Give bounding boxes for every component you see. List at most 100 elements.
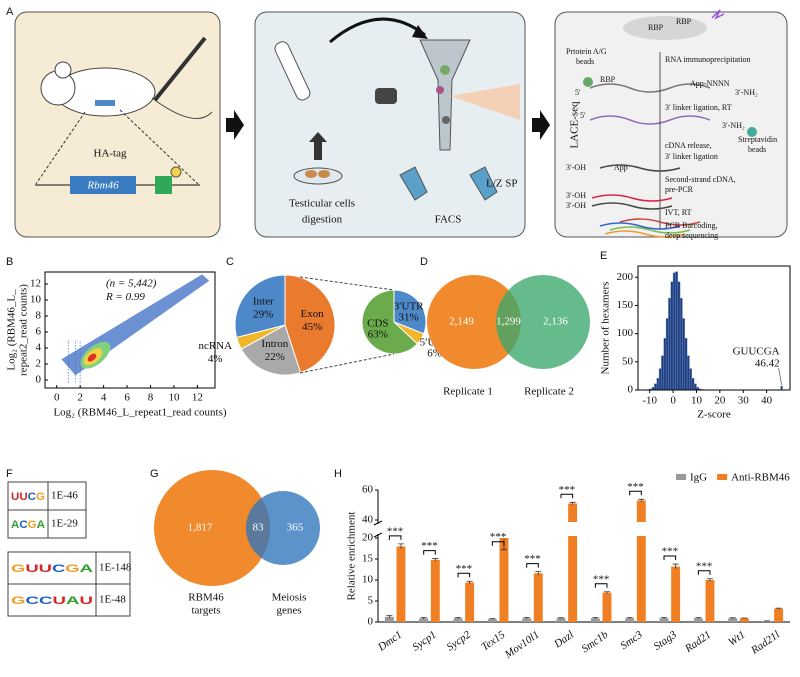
x-tick-label: Smc3 — [618, 628, 645, 652]
small-label: RBP — [600, 75, 616, 84]
sig-label: *** — [387, 525, 404, 537]
bar — [603, 593, 612, 622]
x-tick-label: 12 — [192, 392, 203, 404]
x-tick-label: 10 — [691, 395, 703, 407]
bar — [500, 538, 509, 622]
panel-box — [15, 12, 220, 237]
annotation: R = 0.99 — [105, 291, 145, 303]
panel-label: G — [150, 468, 159, 480]
label: Prtotein A/G — [566, 47, 607, 56]
hist-bar — [675, 272, 677, 390]
y-tick-label: 0 — [368, 616, 374, 628]
y-tick-label: 150 — [617, 299, 634, 311]
y-axis-label: repeat2_read counts) — [18, 284, 30, 376]
hist-bar — [666, 318, 668, 390]
x-tick-label: Rad21 — [682, 629, 713, 656]
x-tick-label: Stag3 — [652, 628, 680, 652]
step-label: RNA immunoprecipitation — [665, 55, 751, 64]
venn-count: 365 — [287, 522, 304, 534]
x-tick-label: 30 — [738, 395, 750, 407]
step-label: IVT, RT — [665, 208, 692, 217]
x-tick-label: 4 — [101, 392, 107, 404]
venn-name: targets — [191, 605, 220, 617]
bar — [706, 580, 715, 622]
label: digestion — [302, 214, 343, 226]
y-tick-label: 15 — [362, 553, 374, 565]
sig-label: *** — [490, 531, 507, 543]
p-value: 1E-48 — [99, 594, 126, 606]
bar — [671, 567, 680, 622]
flow-arrow — [226, 110, 244, 140]
y-tick-label: 8 — [36, 310, 42, 322]
x-tick-label: Sycp1 — [410, 629, 438, 654]
hist-bar — [682, 318, 684, 390]
venn-name: genes — [276, 605, 301, 617]
legend-label: Anti-RBM46 — [731, 472, 790, 484]
label: beads — [748, 145, 766, 154]
label: beads — [576, 57, 594, 66]
venn-count: 2,136 — [543, 316, 568, 328]
sig-label: *** — [559, 484, 576, 496]
x-tick-label: 0 — [54, 392, 60, 404]
x-tick-label: 20 — [714, 395, 726, 407]
hist-bar — [659, 369, 661, 390]
p-value: 1E-46 — [51, 490, 78, 502]
small-label: RBP — [676, 17, 692, 26]
x-tick-label: Mov10l1 — [502, 629, 542, 662]
x-tick-label: Wt1 — [726, 629, 747, 649]
bar — [465, 583, 474, 622]
small-label: 3′-NH₂ — [735, 88, 758, 97]
x-tick-label: 0 — [670, 395, 676, 407]
bar — [637, 501, 646, 623]
hist-bar — [664, 338, 666, 390]
small-label: 3′-NH₂ — [722, 121, 745, 130]
y-tick-label: 5 — [368, 595, 374, 607]
slice-value: 45% — [302, 321, 322, 333]
y-tick-label: 0 — [36, 374, 42, 386]
slice-value: 63% — [368, 329, 388, 341]
y-tick-label: 10 — [362, 574, 374, 586]
sig-label: *** — [593, 573, 610, 585]
slice-value: 29% — [253, 309, 273, 321]
step-label: PCR Barcoding, — [665, 221, 717, 230]
small-label: 3′-OH — [566, 163, 586, 172]
step-label: 3′ linker ligation, RT — [665, 103, 732, 112]
method-label: LACE-seq — [569, 101, 581, 149]
hist-bar — [671, 282, 673, 390]
p-value: 1E-29 — [51, 518, 78, 530]
panel-label: A — [6, 6, 14, 18]
label: Streptavidin — [738, 135, 777, 144]
small-label: 3′-OH — [566, 191, 586, 200]
y-tick-label: 4 — [36, 342, 42, 354]
p-value: 1E-148 — [99, 562, 132, 574]
hist-bar — [685, 338, 687, 390]
step-label: 3′ linker ligation — [665, 152, 718, 161]
highlight-value: 46.42 — [755, 358, 780, 370]
bar-break — [567, 522, 578, 536]
label: Testicular cells — [289, 198, 355, 210]
y-tick-label: 60 — [362, 484, 374, 496]
y-tick-label: 200 — [617, 271, 634, 283]
slice-value: 4% — [208, 353, 223, 365]
x-axis-label: Z-score — [697, 409, 731, 421]
y-tick-label: 50 — [622, 355, 634, 367]
annotation: (n = 5,442) — [106, 278, 157, 290]
legend-swatch — [676, 474, 686, 480]
gene-label: Rbm46 — [86, 180, 119, 192]
x-tick-label: Sycp2 — [445, 628, 474, 653]
slice-label: Exon — [301, 308, 325, 320]
y-tick-label: 100 — [617, 327, 634, 339]
small-label: App-NNNN — [690, 79, 730, 88]
small-label: App — [614, 163, 628, 172]
sig-label: *** — [421, 540, 438, 552]
label: L/Z SP — [486, 178, 517, 190]
bar — [740, 618, 749, 622]
y-axis-label: Log₂ (RBM46_L_ — [6, 289, 18, 371]
venn-count: 1,299 — [496, 316, 521, 328]
x-tick-label: 40 — [761, 395, 773, 407]
sig-label: *** — [662, 546, 679, 558]
y-tick-label: 10 — [30, 294, 42, 306]
small-label: 3′-OH — [566, 201, 586, 210]
